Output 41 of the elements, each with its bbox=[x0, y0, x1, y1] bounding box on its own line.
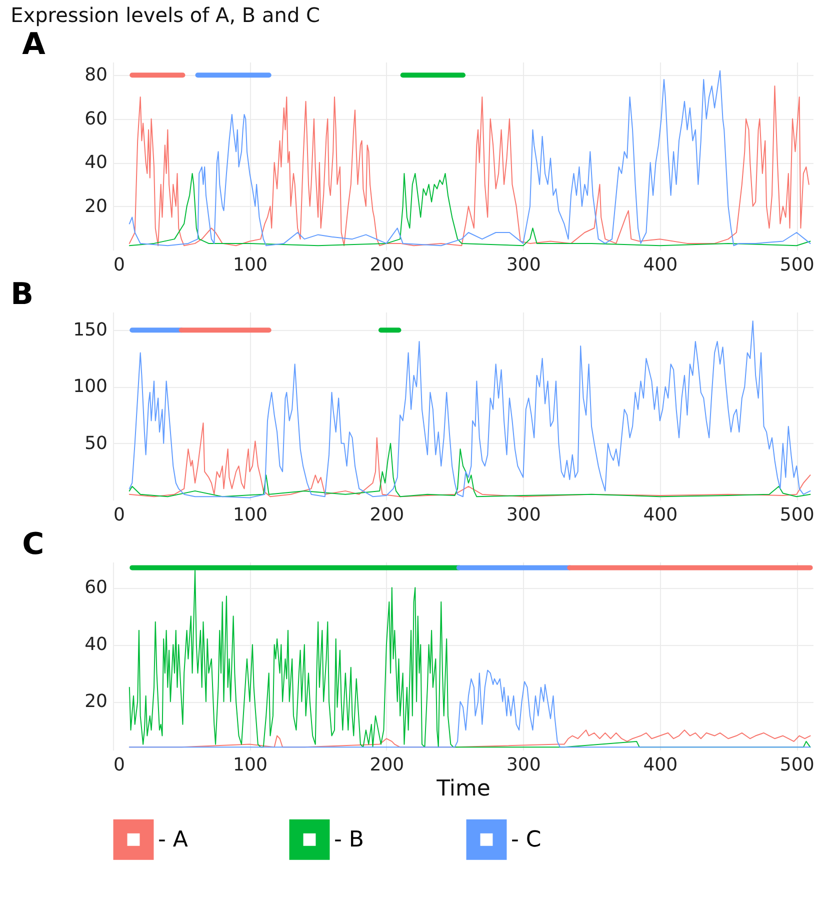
y-tick-label: 40 bbox=[84, 152, 108, 174]
x-tick-label: 400 bbox=[643, 754, 678, 776]
line-series bbox=[128, 442, 811, 498]
y-tick-label: 60 bbox=[84, 577, 108, 598]
x-tick-label: 300 bbox=[506, 504, 541, 526]
chart-subtitle: B bbox=[10, 277, 34, 312]
y-tick-label: 100 bbox=[73, 376, 108, 398]
x-tick-label: 300 bbox=[506, 254, 541, 276]
y-tick-label: 150 bbox=[73, 320, 108, 341]
x-tick-label: 400 bbox=[643, 504, 678, 526]
x-tick-label: 200 bbox=[370, 754, 404, 776]
y-tick-label: 80 bbox=[84, 64, 108, 86]
x-tick-label: 400 bbox=[643, 254, 678, 276]
x-tick-label: 0 bbox=[114, 504, 125, 526]
line-series bbox=[128, 172, 811, 246]
line-series bbox=[128, 320, 811, 498]
x-tick-label: 100 bbox=[233, 254, 268, 276]
x-tick-label: 100 bbox=[233, 754, 268, 776]
y-tick-label: 60 bbox=[84, 108, 108, 130]
line-series bbox=[128, 422, 811, 498]
legend-label: - B bbox=[334, 828, 364, 853]
y-tick-label: 20 bbox=[84, 196, 108, 217]
chart-subtitle: A bbox=[22, 27, 46, 62]
y-tick-label: 40 bbox=[84, 634, 108, 656]
y-tick-label: 20 bbox=[84, 691, 108, 712]
chart-subtitle: C bbox=[22, 527, 44, 562]
x-tick-label: 300 bbox=[506, 754, 541, 776]
line-series bbox=[128, 670, 811, 748]
x-tick-label: 0 bbox=[114, 754, 125, 776]
x-tick-label: 500 bbox=[780, 754, 814, 776]
x-tick-label: 200 bbox=[370, 254, 404, 276]
x-axis-title: Time bbox=[436, 776, 490, 802]
legend-label: - A bbox=[158, 828, 188, 853]
legend-label: - C bbox=[511, 828, 542, 853]
y-tick-label: 50 bbox=[84, 432, 108, 454]
x-tick-label: 200 bbox=[370, 504, 404, 526]
x-tick-label: 100 bbox=[233, 504, 268, 526]
chart-title: Expression levels of A, B and C bbox=[10, 3, 320, 27]
x-tick-label: 0 bbox=[114, 254, 125, 276]
x-tick-label: 500 bbox=[780, 504, 814, 526]
x-tick-label: 500 bbox=[780, 254, 814, 276]
